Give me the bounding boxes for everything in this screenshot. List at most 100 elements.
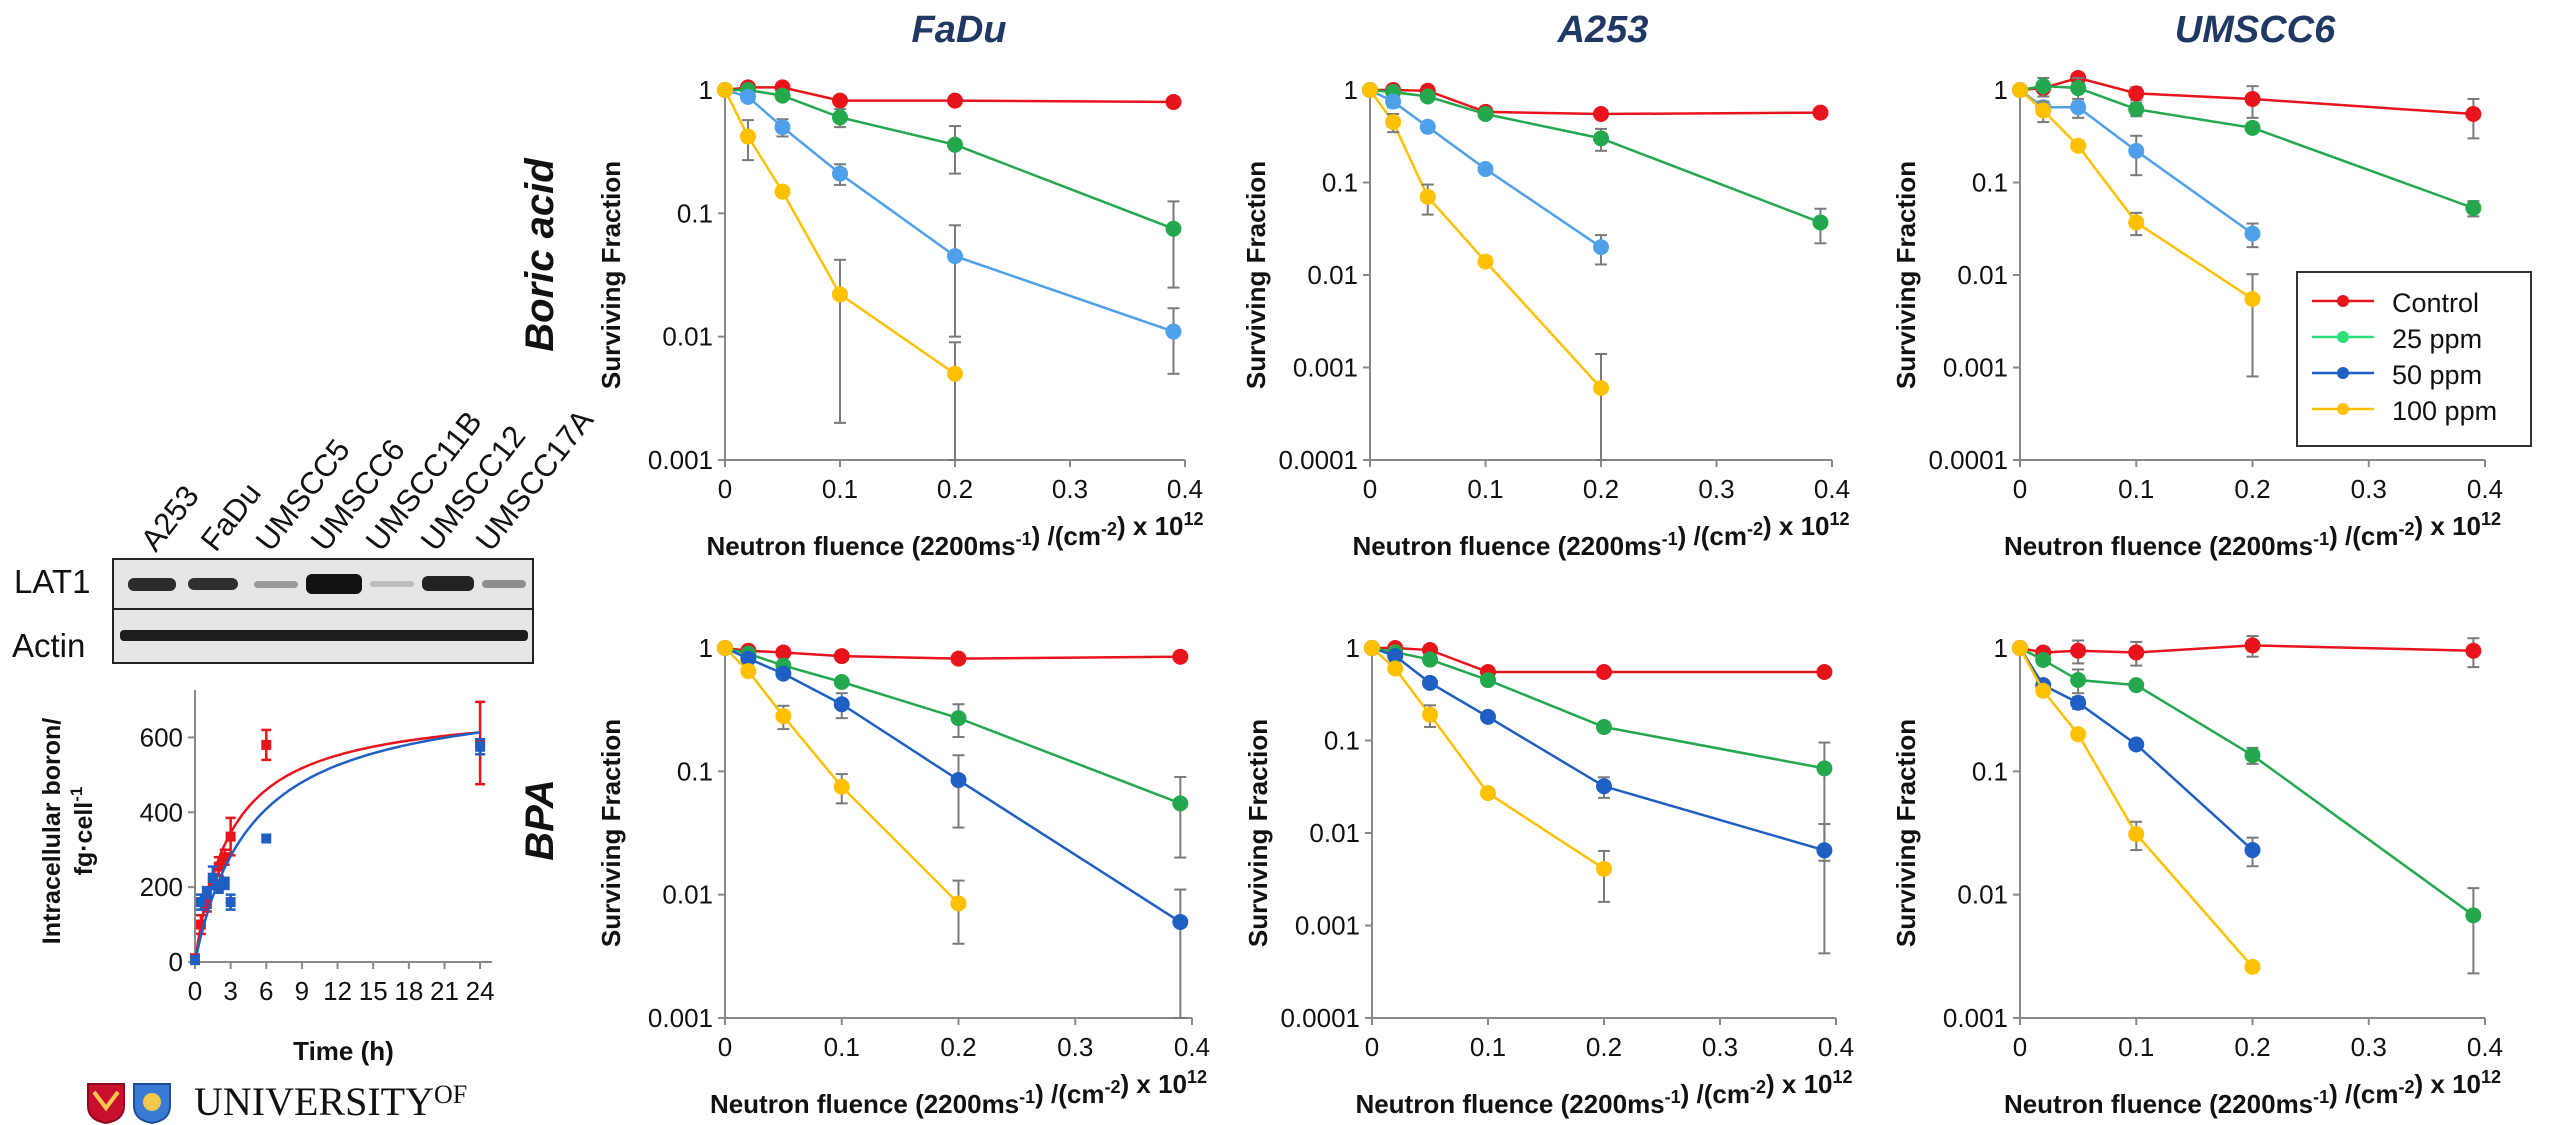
data-point: [1480, 672, 1496, 689]
data-point: [2128, 736, 2145, 753]
data-point: [947, 92, 963, 109]
data-point: [2070, 642, 2087, 659]
actin-band: [120, 630, 528, 641]
data-point: [1419, 88, 1436, 105]
x-tick-label: 15: [359, 976, 388, 1006]
y-tick-label: 0.0001: [1280, 1003, 1360, 1033]
legend-label-control: Control: [2392, 288, 2479, 318]
data-point: [2465, 106, 2482, 123]
data-point: [2128, 85, 2145, 102]
data-point: [1596, 718, 1612, 735]
data-point: [1480, 785, 1496, 802]
x-tick-label: 0.1: [1467, 474, 1503, 504]
series-100-ppm: [1362, 82, 1609, 461]
data-point: [832, 92, 848, 109]
x-tick-label: 0.3: [1057, 1032, 1093, 1062]
data-point: [1477, 106, 1494, 123]
data-point: [2070, 80, 2087, 97]
data-point: [1172, 795, 1189, 812]
y-axis-label: Surviving Fraction: [1891, 719, 1921, 947]
series-50-ppm: [1364, 640, 1833, 955]
data-point: [775, 708, 792, 725]
data-point: [2244, 958, 2261, 975]
data-point: [717, 82, 733, 98]
y-tick-label: 1: [1346, 633, 1360, 663]
lat1-band: [188, 578, 238, 590]
data-point: [775, 665, 792, 682]
y-axis-label: Surviving Fraction: [596, 161, 626, 389]
lat1-band: [306, 574, 362, 594]
x-axis-label: Neutron fluence (2200ms-1) /(cm-2) x 101…: [706, 509, 1203, 561]
data-point: [832, 286, 848, 303]
data-point: [201, 898, 212, 909]
x-tick-label: 0: [2013, 1032, 2027, 1062]
data-point: [1812, 214, 1829, 231]
data-point: [947, 248, 963, 265]
data-point: [1593, 380, 1609, 397]
data-point: [950, 895, 967, 912]
series-100-ppm: [1364, 640, 1612, 903]
data-point: [1593, 130, 1609, 147]
data-point: [1480, 708, 1496, 725]
series-100-ppm: [717, 640, 967, 945]
x-axis-label: Time (h): [293, 1036, 394, 1066]
university-logo-text: UNIVERSITYOF: [194, 1079, 468, 1124]
y-tick-label: 0.01: [1957, 260, 2008, 290]
x-tick-label: 0.4: [1174, 1032, 1210, 1062]
data-point: [2244, 119, 2261, 136]
x-tick-label: 0.1: [1470, 1032, 1506, 1062]
row-labels: Boric acid BPA: [518, 157, 562, 861]
data-point: [225, 897, 236, 908]
data-point: [832, 109, 848, 126]
data-point: [261, 739, 272, 750]
y-axis-label: Surviving Fraction: [1243, 719, 1273, 947]
legend-label-50ppm: 50 ppm: [2392, 360, 2482, 390]
lat1-band-row: [114, 560, 532, 610]
y-tick-label: 0.01: [662, 322, 713, 352]
series-line: [1368, 89, 1602, 389]
data-point: [1596, 778, 1612, 795]
data-point: [225, 831, 236, 842]
x-tick-label: 0: [1363, 474, 1377, 504]
row-label-bpa: BPA: [518, 779, 562, 860]
x-tick-label: 9: [295, 976, 309, 1006]
data-point: [740, 650, 757, 667]
y-tick-label: 0.01: [1309, 818, 1360, 848]
data-point: [950, 772, 967, 789]
y-tick-label: 400: [140, 797, 183, 827]
x-tick-label: 0: [718, 474, 732, 504]
x-tick-label: 0.3: [2351, 1032, 2387, 1062]
data-point: [1596, 664, 1612, 681]
data-point: [1812, 104, 1829, 121]
blot-row-label-actin: Actin: [12, 627, 86, 664]
y-tick-label: 0.1: [1972, 756, 2008, 786]
y-tick-label: 0.001: [648, 445, 713, 475]
data-point: [2128, 214, 2145, 231]
lat1-band: [128, 578, 176, 591]
y-tick-label: 0.01: [662, 880, 713, 910]
x-tick-label: 0.2: [1586, 1032, 1622, 1062]
data-point: [475, 741, 486, 752]
y-tick-label: 0.1: [1972, 168, 2008, 198]
lat1-band: [254, 581, 298, 588]
data-point: [2128, 644, 2145, 661]
data-point: [1593, 106, 1609, 123]
data-point: [1419, 188, 1436, 205]
data-point: [1385, 114, 1402, 131]
data-point: [1477, 253, 1494, 270]
y-tick-label: 0.001: [1943, 1003, 2008, 1033]
x-tick-label: 0.4: [1818, 1032, 1854, 1062]
y-axis-label: Surviving Fraction: [596, 719, 626, 947]
data-point: [1172, 914, 1189, 931]
column-titles: FaDu A253 UMSCC6: [912, 9, 2337, 51]
y-tick-label: 0.001: [648, 1003, 713, 1033]
data-point: [833, 648, 850, 665]
x-tick-label: 0.1: [822, 474, 858, 504]
data-point: [740, 128, 756, 145]
data-point: [832, 165, 848, 182]
x-tick-label: 0.1: [824, 1032, 860, 1062]
data-point: [774, 119, 791, 136]
data-point: [1816, 664, 1833, 681]
